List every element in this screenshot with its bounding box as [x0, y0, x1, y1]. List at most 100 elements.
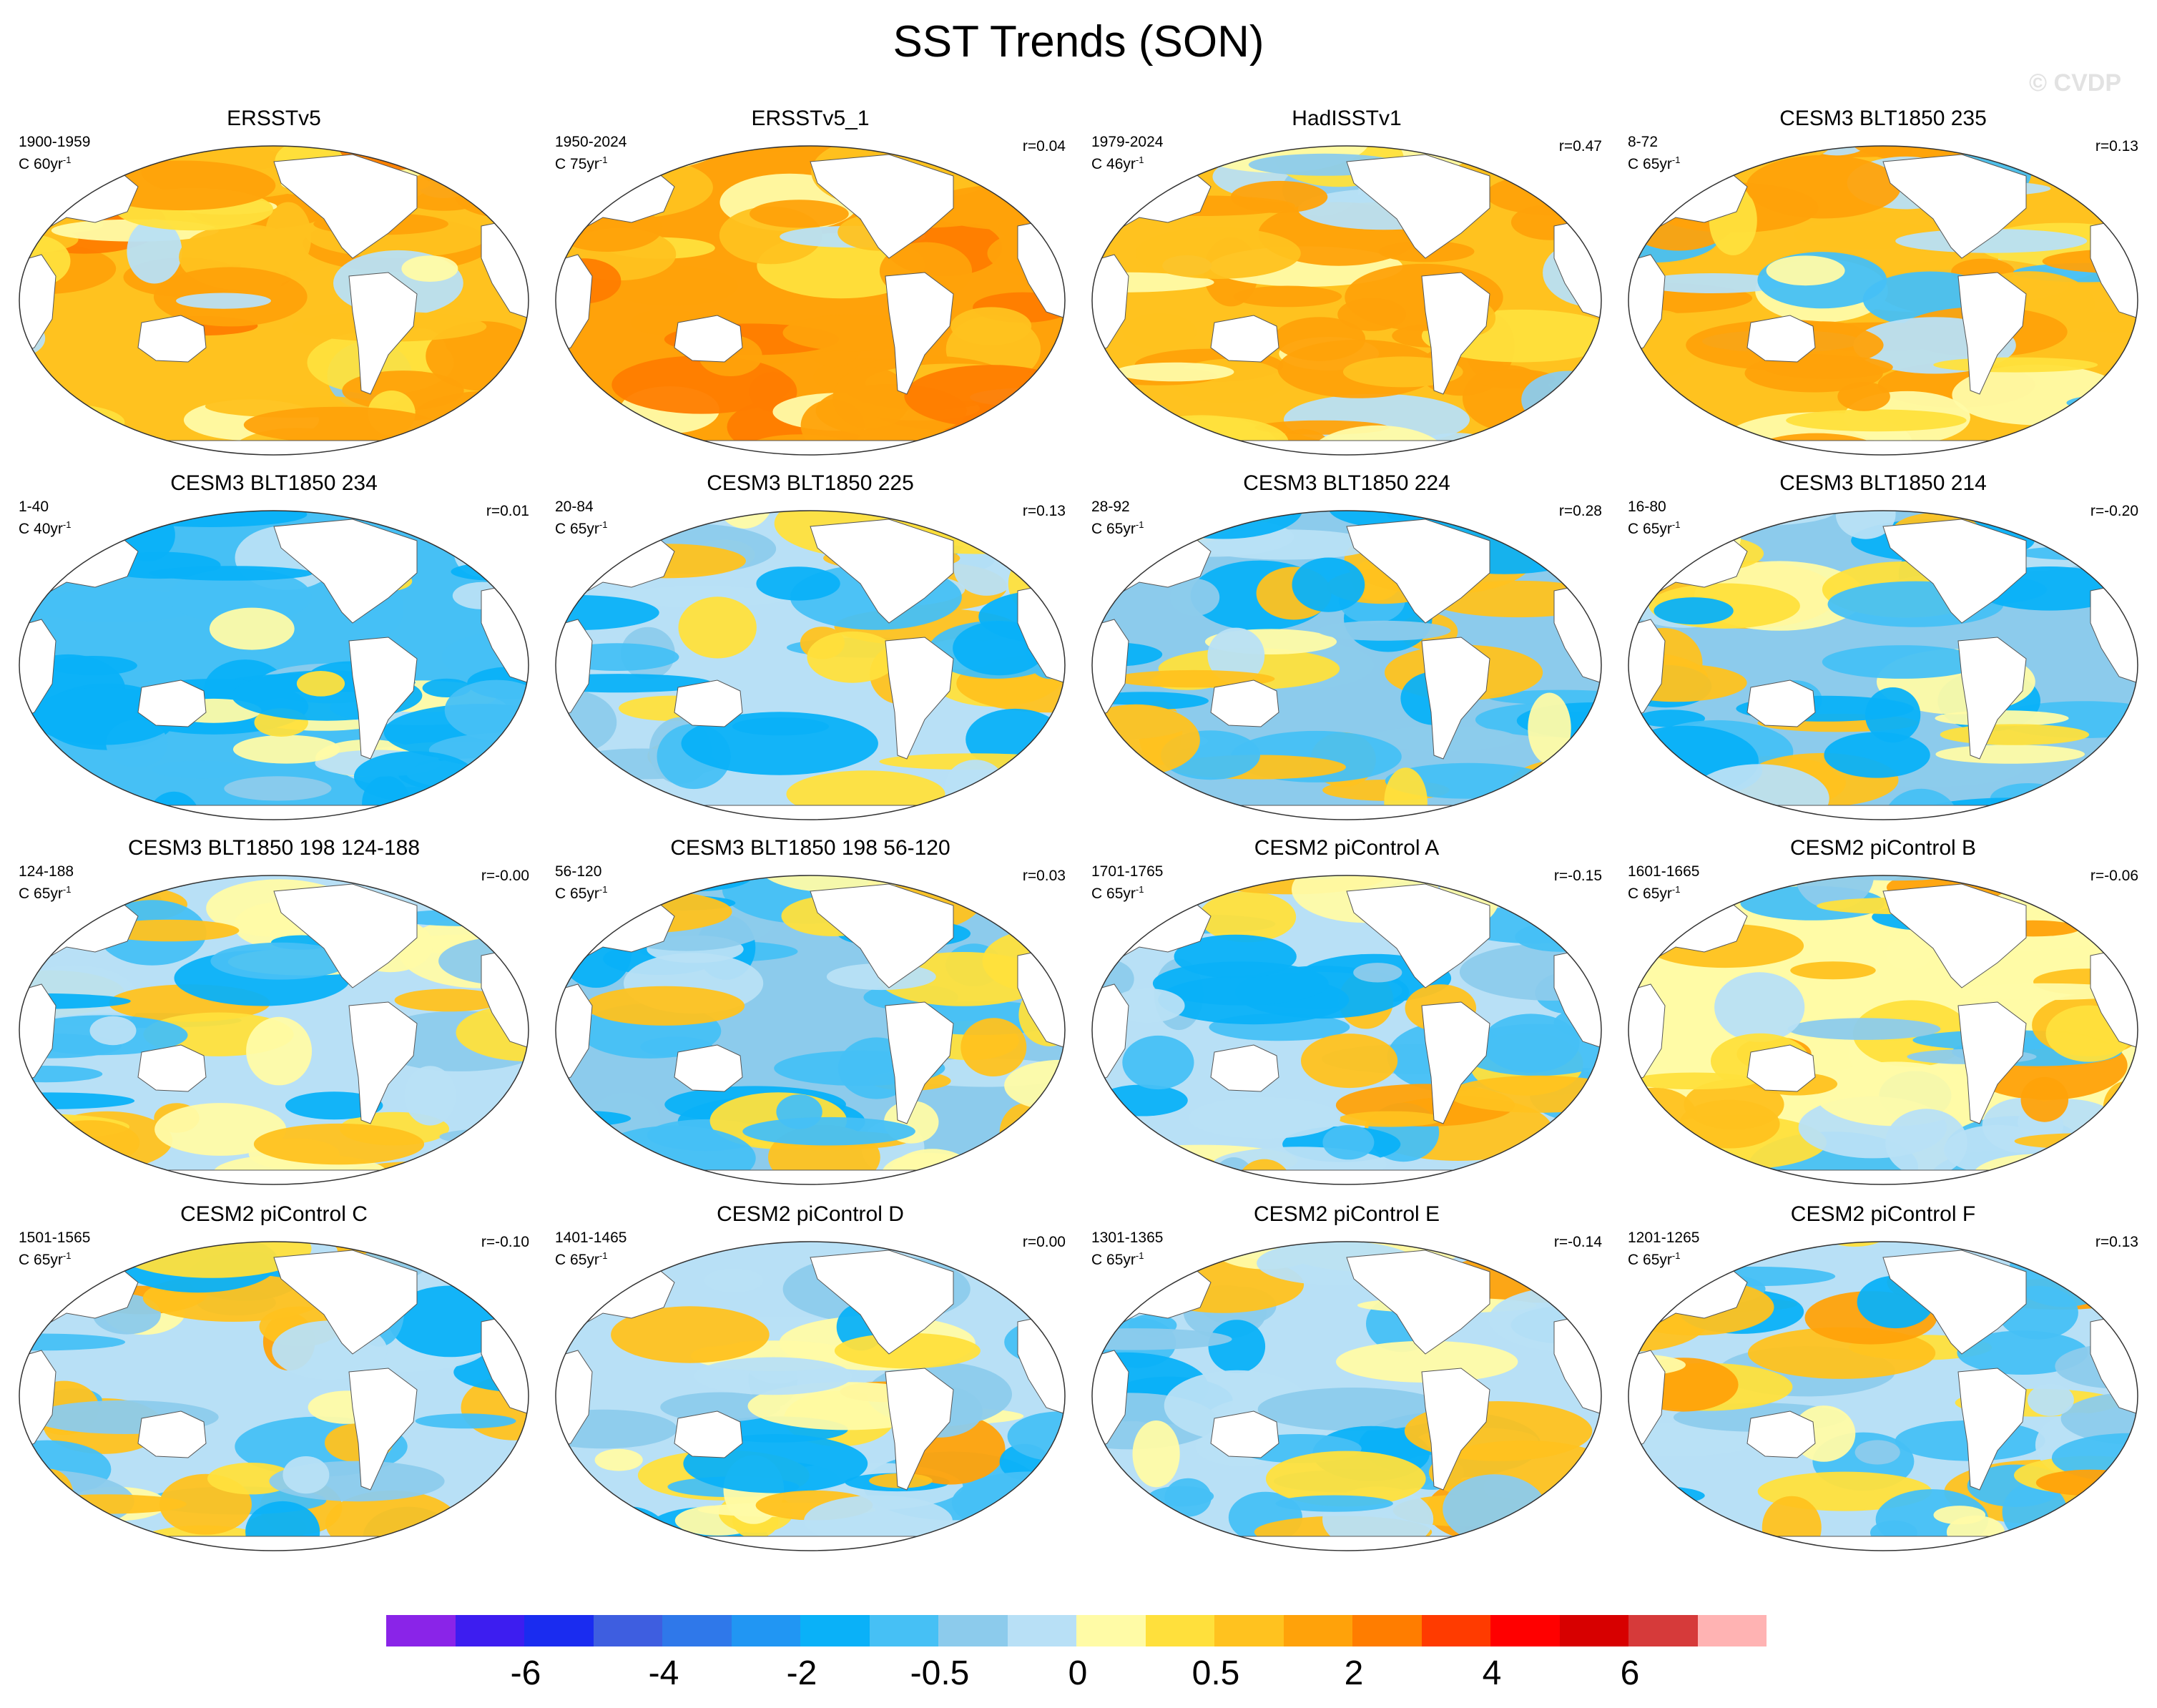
land-mass	[556, 1536, 1065, 1551]
trend-contour	[556, 1281, 606, 1308]
trend-contour	[556, 511, 657, 544]
trend-contour	[404, 1066, 456, 1126]
units-prefix: C	[19, 1252, 30, 1268]
trend-contour	[1353, 963, 1402, 983]
land-mass	[348, 1001, 418, 1124]
trend-contour	[285, 1091, 383, 1120]
land-mass	[1628, 983, 1666, 1085]
trend-contour	[196, 498, 253, 509]
land-mass	[19, 1350, 56, 1451]
colorbar-tick-label: 2	[1344, 1654, 1364, 1692]
colorbar-tick-label: 0	[1068, 1654, 1088, 1692]
map-border	[1091, 510, 1602, 820]
land-mass	[273, 154, 418, 259]
trend-units-label: C 65yr-1	[1628, 880, 1699, 903]
trend-contour	[1885, 1109, 1967, 1177]
trend-contour	[1174, 934, 1297, 979]
trend-length: 40	[34, 521, 51, 537]
trend-contour	[1786, 409, 1967, 432]
pattern-correlation: r=-0.20	[2090, 503, 2138, 519]
units-suffix: yr	[1659, 1252, 1672, 1268]
trend-contour	[590, 146, 709, 150]
panel-period: 1501-1565 C 65yr-1	[19, 1229, 90, 1269]
trend-contour	[1766, 255, 1845, 286]
panel-period: 1950-2024 C 75yr-1	[555, 133, 627, 173]
land-mass	[273, 1250, 418, 1355]
figure-title: SST Trends (SON)	[893, 17, 1264, 67]
map-panel: CESM3 BLT1850 224 28-92 C 65yr-1 r=0.28	[1078, 471, 1615, 832]
trend-contour	[556, 594, 659, 631]
trend-contour	[2098, 1242, 2138, 1279]
colorbar-swatch	[1490, 1615, 1560, 1646]
trend-length: 65	[1106, 885, 1124, 902]
period-label: 1601-1665	[1628, 863, 1700, 880]
land-mass	[885, 1368, 954, 1491]
trend-contour	[556, 1504, 627, 1550]
colorbar-swatch	[938, 1615, 1008, 1646]
colorbar-swatch	[800, 1615, 870, 1646]
trend-contour	[2035, 1469, 2138, 1496]
units-suffix: yr	[1123, 1252, 1136, 1268]
trend-contour	[40, 1120, 140, 1165]
colorbar-tick-label: -4	[648, 1654, 679, 1692]
trend-contour	[800, 1229, 850, 1241]
pattern-correlation: r=0.47	[1558, 138, 1602, 154]
trend-contour	[19, 511, 90, 551]
trend-contour	[1714, 972, 1805, 1042]
trend-units-label: C 65yr-1	[555, 880, 607, 903]
trend-contour	[807, 631, 898, 683]
colorbar-swatch	[386, 1615, 456, 1646]
panel-period: 16-80 C 65yr-1	[1628, 498, 1680, 538]
trend-contour	[24, 1468, 74, 1524]
trend-contour	[1170, 579, 1220, 617]
colorbar-tick-label: -6	[510, 1654, 541, 1692]
trend-units-label: C 75yr-1	[555, 151, 627, 173]
trend-contour	[1854, 1440, 1900, 1465]
sst-trend-map	[1091, 875, 1602, 1185]
period-label: 56-120	[555, 863, 602, 880]
trend-contour	[19, 427, 121, 455]
trend-units-label: C 65yr-1	[1091, 516, 1144, 538]
trend-contour	[19, 1333, 126, 1351]
trend-contour	[265, 202, 312, 272]
trend-contour	[2072, 146, 2138, 182]
land-mass	[1092, 254, 1129, 355]
trend-contour	[1115, 362, 1234, 382]
panel-title: ERSSTv5	[227, 107, 321, 130]
panel-title: CESM2 piControl D	[717, 1202, 904, 1226]
pattern-correlation: r=0.28	[1558, 503, 1602, 519]
map-border	[1628, 1241, 2138, 1551]
trend-contour	[1001, 1257, 1054, 1287]
trend-contour	[1531, 1127, 1601, 1184]
panel-period: 1701-1765 C 65yr-1	[1091, 863, 1163, 903]
units-suffix: yr	[1123, 156, 1136, 172]
trend-contour	[1536, 511, 1601, 534]
trend-contour	[1092, 1242, 1240, 1267]
units-prefix: C	[1091, 1252, 1103, 1268]
trend-contour	[26, 1494, 187, 1514]
trend-contour	[1092, 888, 1136, 942]
units-suffix: yr	[50, 885, 63, 902]
land-mass	[674, 315, 743, 363]
map-panel: HadISSTv1 1979-2024 C 46yr-1 r=0.47	[1078, 106, 1615, 467]
trend-contour	[1482, 146, 1595, 164]
trend-contour	[19, 431, 140, 453]
trend-units-label: C 40yr-1	[19, 516, 71, 538]
trend-contour	[127, 219, 182, 284]
land-mass	[1346, 1250, 1490, 1355]
units-suffix: yr	[1659, 156, 1672, 172]
panel-period: 8-72 C 65yr-1	[1628, 133, 1680, 173]
land-mass	[19, 805, 529, 820]
units-exponent: -1	[62, 1250, 72, 1261]
pattern-correlation: r=-0.14	[1553, 1234, 1602, 1250]
land-mass	[556, 1350, 593, 1451]
trend-length: 60	[34, 156, 51, 172]
trend-contour	[556, 1142, 610, 1184]
trend-contour	[977, 1138, 1065, 1184]
trend-length: 46	[1106, 156, 1124, 172]
sst-trend-map	[19, 498, 529, 820]
trend-contour	[1092, 157, 1208, 177]
sst-trend-map	[555, 510, 1066, 820]
colorbar-swatch	[455, 1615, 524, 1646]
land-mass	[1092, 619, 1129, 720]
